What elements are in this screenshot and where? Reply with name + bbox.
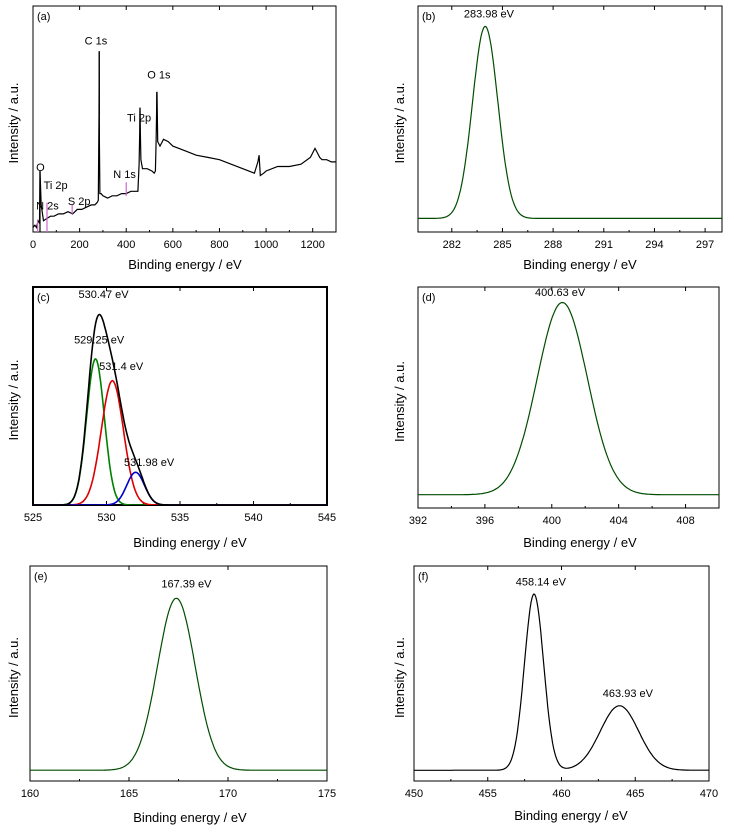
panel-a: 0 200 400 600 800 1000 1200 (a) Binding energy /… <box>6 5 337 272</box>
x-axis-title: Binding energy / eV <box>514 808 628 823</box>
peak-annotation: 400.63 eV <box>535 287 586 299</box>
x-axis-title: Binding energy / eV <box>128 257 242 272</box>
x-tick-label: 0 <box>30 239 36 251</box>
series-line-0 <box>33 358 327 505</box>
x-tick-label: 396 <box>476 515 494 527</box>
peak-annotation: 463.93 eV <box>603 688 654 700</box>
x-tick-label: 282 <box>443 239 461 251</box>
x-tick-label: 297 <box>696 239 714 251</box>
peak-annotation: 529.25 eV <box>74 335 125 347</box>
series-line-3 <box>33 313 327 505</box>
peak-annotation: Ti 2p <box>127 112 151 124</box>
plot-frame <box>32 5 337 233</box>
series-line-0 <box>414 593 709 771</box>
y-axis-title: Intensity / a.u. <box>392 361 407 442</box>
x-tick-label: 160 <box>21 788 39 800</box>
x-tick-label: 460 <box>552 788 570 800</box>
panel-label: (f) <box>418 571 428 583</box>
x-tick-label: 525 <box>24 512 42 524</box>
series-line-0 <box>30 597 327 771</box>
x-tick-label: 600 <box>164 239 182 251</box>
peak-annotation: 531.4 eV <box>99 361 144 373</box>
x-tick-label: 465 <box>626 788 644 800</box>
x-tick-label: 530 <box>97 512 115 524</box>
series-line-1 <box>33 379 327 505</box>
y-axis-title: Intensity / a.u. <box>6 83 21 164</box>
x-axis-title: Binding energy / eV <box>523 257 637 272</box>
plot-frame <box>417 5 723 233</box>
y-axis-title: Intensity / a.u. <box>392 637 407 718</box>
peak-annotation: 167.39 eV <box>161 579 212 591</box>
peak-annotation: C 1s <box>85 35 108 47</box>
x-tick-label: 170 <box>219 788 237 800</box>
x-tick-label: 175 <box>318 788 336 800</box>
panel-f: 450 455 460 465 470 (f) Binding energy / eV Int… <box>392 565 718 823</box>
x-tick-label: 400 <box>543 515 561 527</box>
series-line-0 <box>418 301 719 496</box>
x-tick-label: 455 <box>479 788 497 800</box>
x-axis-title: Binding energy / eV <box>523 535 637 550</box>
x-tick-label: 285 <box>493 239 511 251</box>
x-tick-label: 408 <box>676 515 694 527</box>
x-tick-label: 165 <box>120 788 138 800</box>
x-axis-title: Binding energy / eV <box>133 810 247 825</box>
panel-c: 525 530 535 540 545 (c) Binding energy / eV Int… <box>6 286 336 550</box>
peak-annotation: N 1s <box>113 169 136 181</box>
x-tick-label: 545 <box>318 512 336 524</box>
panel-label: (e) <box>34 571 47 583</box>
plot-frame <box>32 286 328 506</box>
peak-annotation: Ti 2p <box>44 180 68 192</box>
x-tick-label: 400 <box>117 239 135 251</box>
panel-d: 392 396 400 404 408 (d) Binding energy / eV Int… <box>392 286 720 550</box>
x-tick-label: 450 <box>405 788 423 800</box>
peak-annotation: N 2s <box>36 200 59 212</box>
x-tick-label: 535 <box>171 512 189 524</box>
x-axis-title: Binding energy / eV <box>133 535 247 550</box>
panel-b: 282 285 288 291 294 297 (b) Binding energy / eV… <box>392 5 723 272</box>
y-axis-title: Intensity / a.u. <box>6 360 21 441</box>
y-axis-title: Intensity / a.u. <box>6 637 21 718</box>
x-tick-label: 291 <box>595 239 613 251</box>
plot-frame <box>413 565 710 782</box>
panel-label: (b) <box>422 11 435 23</box>
panel-label: (a) <box>37 11 50 23</box>
x-tick-label: 800 <box>210 239 228 251</box>
panel-e: 160 165 170 175 (e) Binding energy / eV Intens… <box>6 565 336 825</box>
peak-annotation: O <box>36 162 45 174</box>
x-tick-label: 470 <box>700 788 718 800</box>
plot-frame <box>29 565 328 782</box>
peak-annotation: 531.98 eV <box>124 457 175 469</box>
panel-label: (d) <box>422 292 435 304</box>
peak-annotation: 458.14 eV <box>516 576 567 588</box>
x-tick-label: 288 <box>544 239 562 251</box>
x-tick-label: 1200 <box>300 239 324 251</box>
peak-annotation: 530.47 eV <box>78 289 129 301</box>
x-tick-label: 392 <box>409 515 427 527</box>
series-line-0 <box>418 25 722 219</box>
panel-label: (c) <box>37 292 50 304</box>
peak-annotation: 283.98 eV <box>464 8 515 20</box>
x-tick-label: 1000 <box>254 239 278 251</box>
x-tick-label: 200 <box>70 239 88 251</box>
x-tick-label: 294 <box>645 239 663 251</box>
peak-annotation: S 2p <box>68 196 91 208</box>
plot-frame <box>417 286 720 509</box>
x-tick-label: 540 <box>244 512 262 524</box>
y-axis-title: Intensity / a.u. <box>392 83 407 164</box>
peak-annotation: O 1s <box>147 69 171 81</box>
x-tick-label: 404 <box>609 515 627 527</box>
